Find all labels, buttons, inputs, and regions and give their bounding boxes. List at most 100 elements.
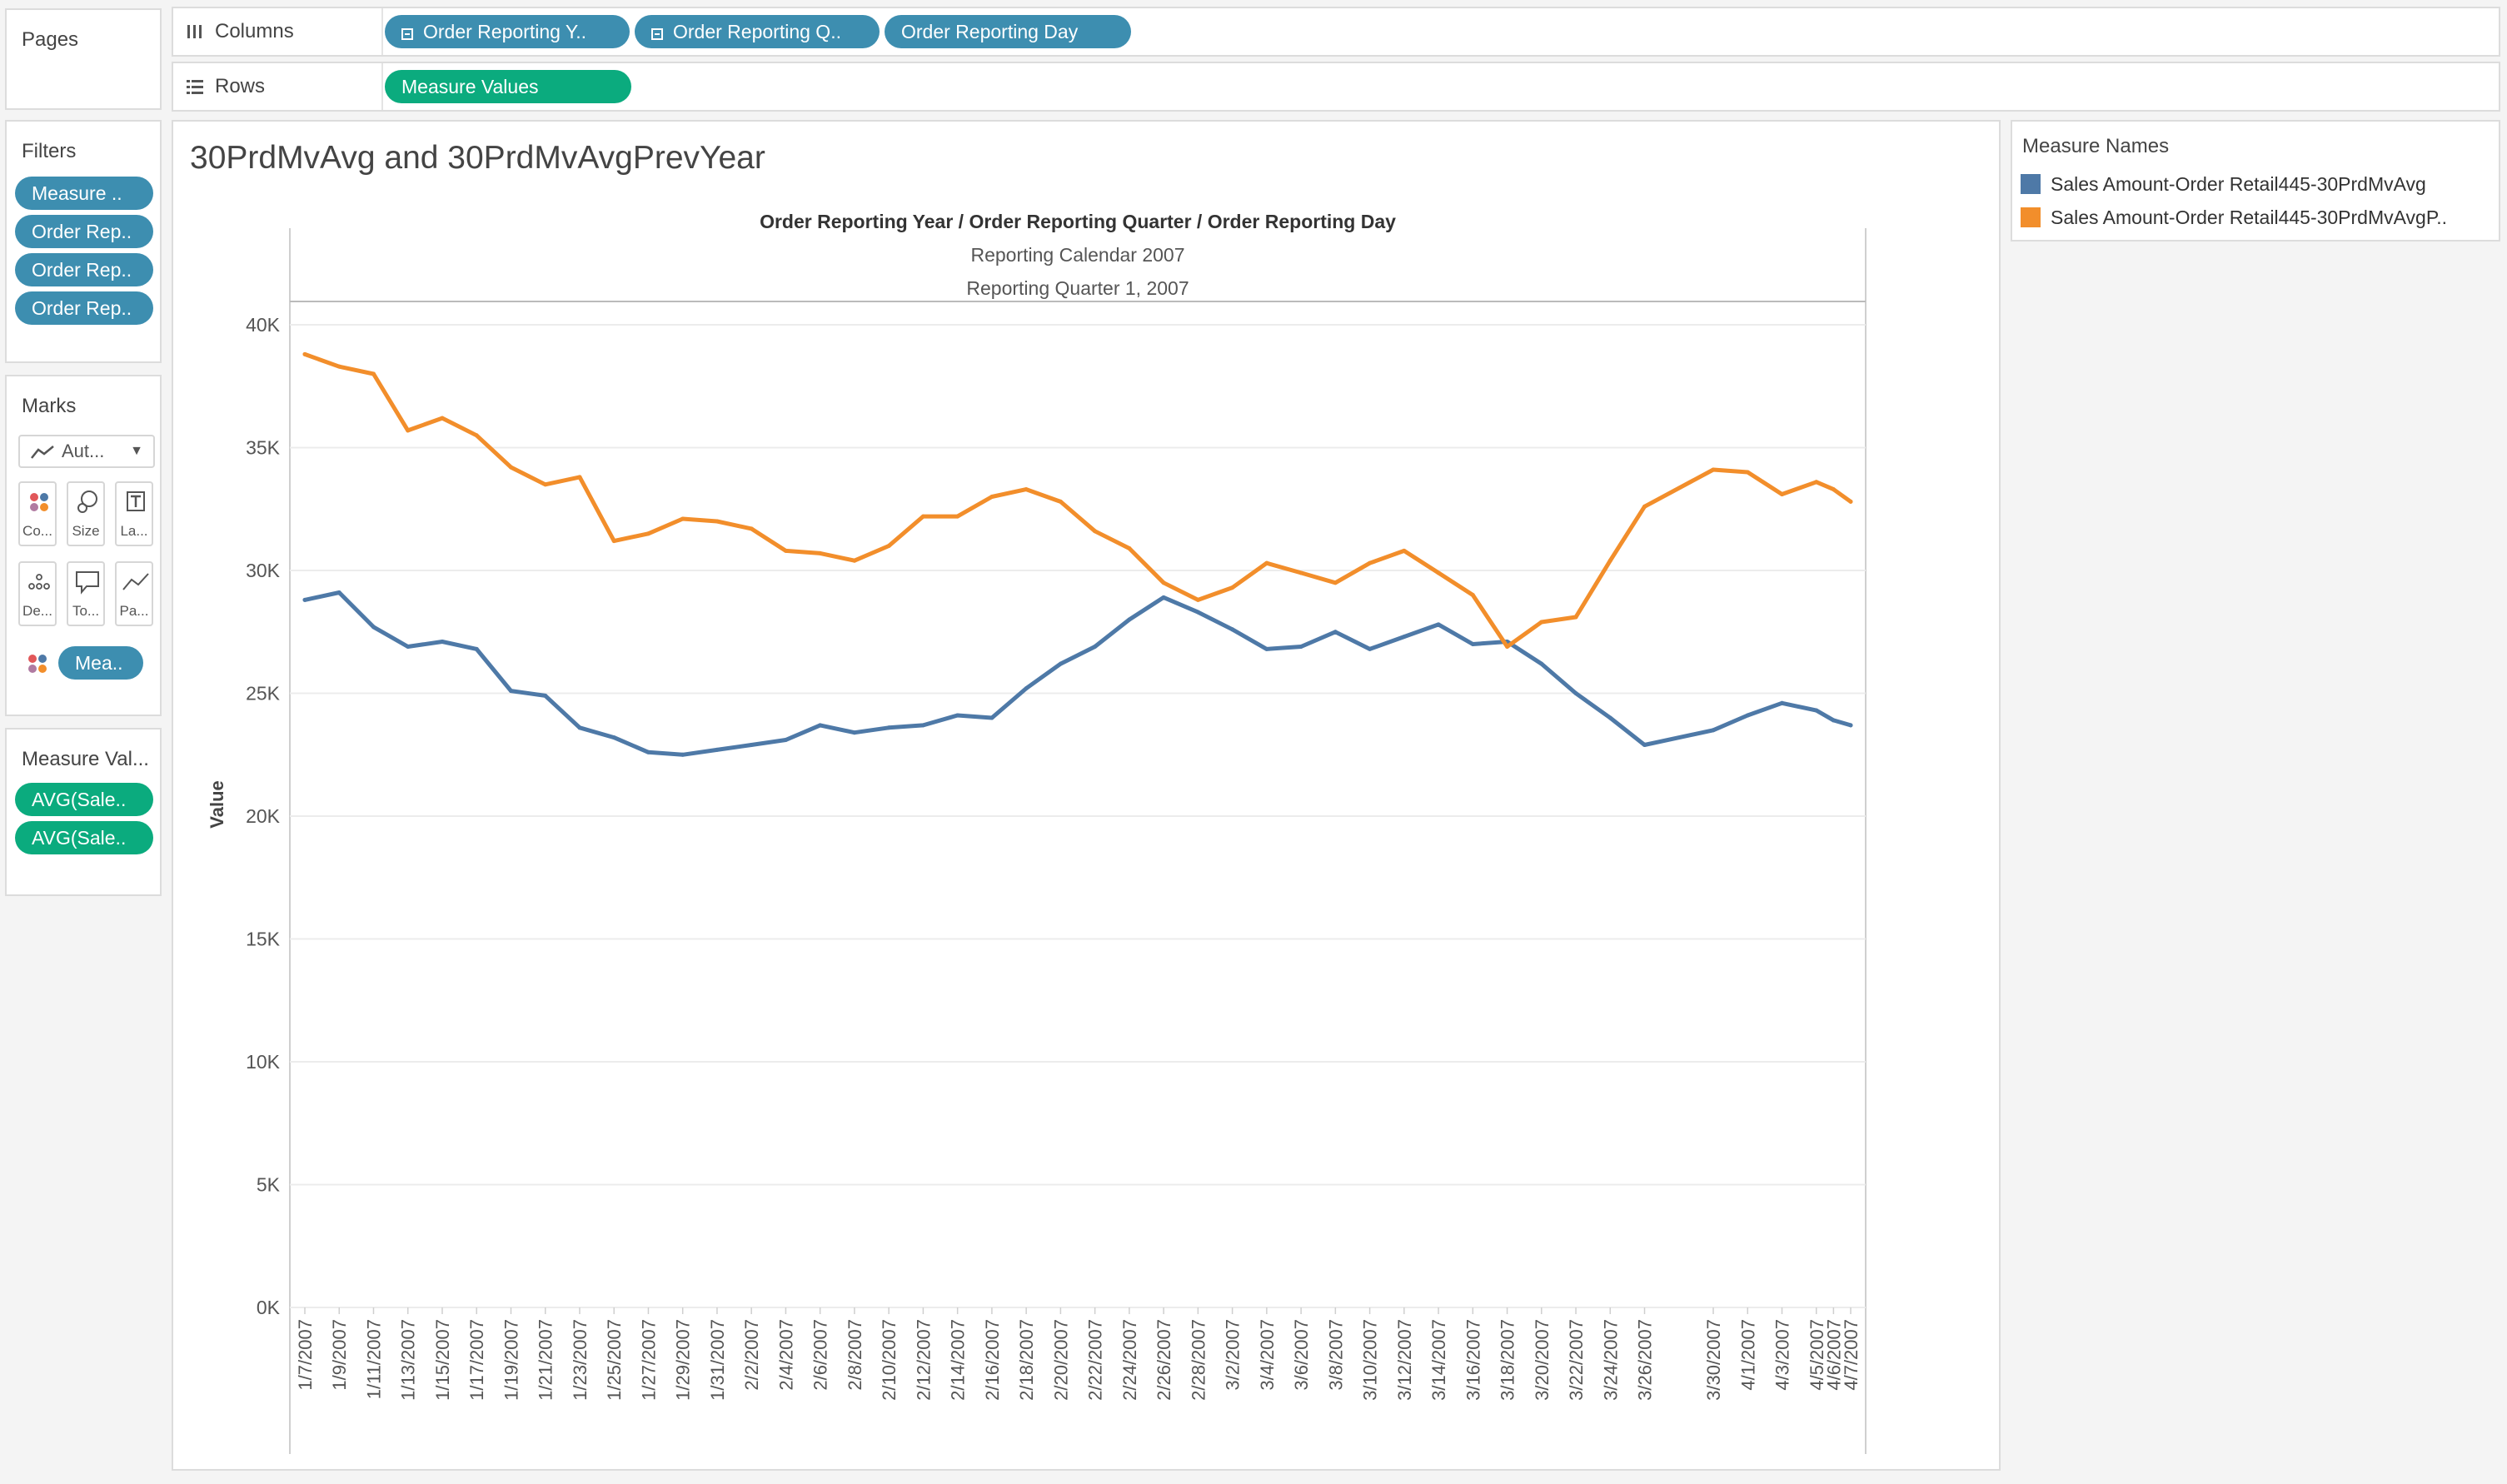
x-tick-label: 3/2/2007 xyxy=(1223,1319,1244,1391)
legend-item-30prdmvavg[interactable]: Sales Amount-Order Retail445-30PrdMvAvg xyxy=(2021,173,2426,196)
data-point xyxy=(1642,742,1647,747)
data-point xyxy=(1780,700,1785,705)
measure-value-pill-1[interactable]: AVG(Sale.. xyxy=(15,783,153,816)
x-tick-label: 2/10/2007 xyxy=(879,1319,900,1401)
data-point xyxy=(1848,499,1853,504)
x-tick-label: 1/19/2007 xyxy=(501,1319,521,1401)
data-point xyxy=(1711,728,1716,733)
x-tick-label: 3/10/2007 xyxy=(1360,1319,1381,1401)
x-tick-label: 1/25/2007 xyxy=(604,1319,625,1401)
data-point xyxy=(371,625,376,630)
data-point xyxy=(1298,570,1303,575)
data-point xyxy=(1780,492,1785,497)
y-tick-label: 25K xyxy=(246,683,281,705)
filters-title: Filters xyxy=(22,140,77,162)
data-point xyxy=(749,742,754,747)
detail-button[interactable]: De... xyxy=(18,561,57,626)
collapse-icon xyxy=(401,28,413,40)
data-point xyxy=(1436,622,1441,627)
x-tick-label: 2/12/2007 xyxy=(913,1319,934,1401)
x-tick-label: 3/4/2007 xyxy=(1257,1319,1278,1391)
data-point xyxy=(1333,580,1338,585)
filter-pill-order-rep-2[interactable]: Order Rep.. xyxy=(15,253,153,286)
columns-label: Columns xyxy=(215,20,294,42)
data-point xyxy=(508,689,513,694)
x-tick-label: 2/4/2007 xyxy=(775,1319,796,1391)
x-tick-label: 1/27/2007 xyxy=(638,1319,659,1401)
path-icon xyxy=(122,573,149,590)
path-button[interactable]: Pa... xyxy=(115,561,153,626)
color-button[interactable]: Co... xyxy=(18,481,57,546)
x-tick-label: 1/11/2007 xyxy=(363,1319,384,1399)
data-point xyxy=(406,644,411,649)
x-tick-label: 2/22/2007 xyxy=(1085,1319,1106,1401)
legend-item-30prdmvavg-prev-year[interactable]: Sales Amount-Order Retail445-30PrdMvAvgP… xyxy=(2021,207,2447,229)
line-mark-icon xyxy=(31,446,54,459)
y-tick-label: 5K xyxy=(257,1174,281,1196)
data-point xyxy=(1024,487,1029,492)
data-point xyxy=(715,519,720,524)
rows-pill-measure-values[interactable]: Measure Values xyxy=(385,70,631,103)
x-tick-label: 2/16/2007 xyxy=(982,1319,1003,1401)
data-point xyxy=(1470,593,1475,597)
data-point xyxy=(920,723,925,728)
x-tick-label: 2/20/2007 xyxy=(1050,1319,1071,1401)
x-tick-label: 4/7/2007 xyxy=(1841,1319,1862,1391)
data-point xyxy=(955,713,960,718)
filter-pill-order-rep-1[interactable]: Order Rep.. xyxy=(15,215,153,248)
data-point xyxy=(852,558,857,563)
rows-label: Rows xyxy=(215,75,266,97)
data-point xyxy=(886,544,891,548)
rows-shelf[interactable]: Rows Measure Values xyxy=(172,62,2500,112)
measure-value-pill-2[interactable]: AVG(Sale.. xyxy=(15,821,153,854)
x-tick-label: 3/22/2007 xyxy=(1566,1319,1587,1401)
size-icon xyxy=(77,491,97,513)
mark-type-dropdown[interactable]: Aut... ▼ xyxy=(18,435,155,468)
legend-label: Sales Amount-Order Retail445-30PrdMvAvgP… xyxy=(2051,207,2448,228)
tooltip-button[interactable]: To... xyxy=(67,561,105,626)
filter-pill-order-rep-3[interactable]: Order Rep.. xyxy=(15,291,153,325)
data-point xyxy=(1093,644,1098,649)
tooltip-button-label: To... xyxy=(72,603,100,619)
columns-pill-quarter[interactable]: Order Reporting Q.. xyxy=(635,15,880,48)
pages-title: Pages xyxy=(22,28,79,51)
data-point xyxy=(1607,715,1612,720)
data-point xyxy=(1402,635,1407,640)
x-tick-label: 3/6/2007 xyxy=(1291,1319,1312,1391)
columns-shelf[interactable]: Columns Order Reporting Y.. Order Report… xyxy=(172,7,2500,57)
label-button[interactable]: La... xyxy=(115,481,153,546)
data-point xyxy=(508,465,513,470)
data-point xyxy=(1264,560,1269,565)
x-tick-label: 1/23/2007 xyxy=(570,1319,591,1401)
filter-pill-measure[interactable]: Measure .. xyxy=(15,177,153,210)
data-point xyxy=(1642,504,1647,509)
y-tick-label: 15K xyxy=(246,929,281,950)
color-button-label: Co... xyxy=(22,523,52,539)
x-tick-label: 1/15/2007 xyxy=(432,1319,453,1401)
data-point xyxy=(1814,708,1819,713)
line-chart[interactable]: Order Reporting Year / Order Reporting Q… xyxy=(173,122,1999,1469)
columns-pill-year[interactable]: Order Reporting Y.. xyxy=(385,15,630,48)
pages-card[interactable]: Pages xyxy=(5,8,162,110)
data-point xyxy=(440,640,445,645)
data-point xyxy=(1298,644,1303,649)
x-tick-label: 4/1/2007 xyxy=(1737,1319,1758,1391)
detail-icon xyxy=(28,574,50,590)
data-point xyxy=(1058,499,1063,504)
columns-pill-day[interactable]: Order Reporting Day xyxy=(885,15,1131,48)
data-point xyxy=(1831,487,1836,492)
shelf-divider xyxy=(381,63,383,110)
size-button[interactable]: Size xyxy=(67,481,105,546)
mark-type-label: Aut... xyxy=(62,441,105,461)
measure-values-title: Measure Val... xyxy=(22,748,149,770)
x-tick-label: 1/29/2007 xyxy=(673,1319,694,1401)
data-point xyxy=(1368,560,1373,565)
x-tick-label: 1/13/2007 xyxy=(398,1319,419,1401)
data-point xyxy=(1831,718,1836,723)
shelf-divider xyxy=(381,8,383,55)
y-tick-label: 0K xyxy=(257,1297,281,1318)
x-tick-label: 2/24/2007 xyxy=(1119,1319,1140,1401)
data-point xyxy=(1161,580,1166,585)
color-measure-names-pill[interactable]: Mea.. xyxy=(58,646,143,680)
x-tick-label: 1/9/2007 xyxy=(329,1319,350,1391)
